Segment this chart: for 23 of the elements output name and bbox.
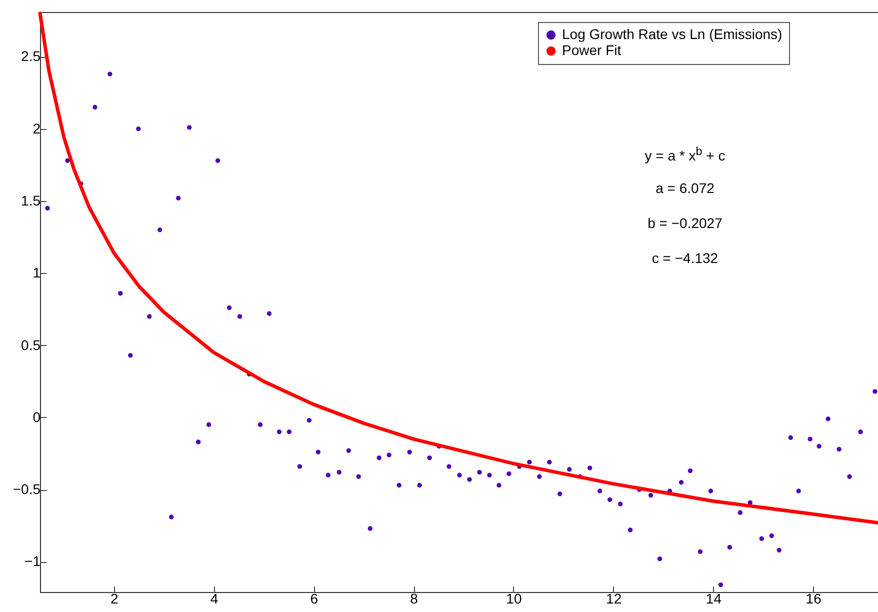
x-tick-label: 4: [210, 590, 218, 606]
x-tick-label: 2: [110, 590, 119, 606]
annotation: c = −4.132: [650, 250, 720, 268]
y-tick-label: 0.5: [21, 336, 41, 353]
y-tick-label: 1: [32, 264, 41, 281]
legend-label: Log Growth Rate vs Ln (Emissions): [562, 26, 782, 42]
y-tick-label: 1.5: [21, 192, 41, 209]
y-tick-label: 2.5: [21, 48, 41, 64]
y-tick-label: 0: [32, 408, 41, 425]
annotation: b = −0.2027: [646, 215, 724, 233]
y-tick-label: −0.5: [12, 481, 41, 498]
line-series: [38, 12, 878, 524]
annotation: a = 6.072: [654, 180, 716, 198]
x-tick-label: 14: [706, 590, 722, 606]
x-tick-label: 16: [806, 590, 822, 606]
x-tick-label: 12: [606, 590, 622, 606]
y-tick-label: −1: [24, 553, 41, 570]
x-tick-label: 8: [410, 590, 418, 606]
legend-label: Power Fit: [562, 42, 622, 58]
x-tick-label: 10: [506, 590, 522, 606]
annotation: y = a * x$^{b}$ + c: [644, 145, 726, 166]
y-tick-label: 2: [32, 120, 41, 136]
x-tick-label: 6: [310, 590, 318, 606]
